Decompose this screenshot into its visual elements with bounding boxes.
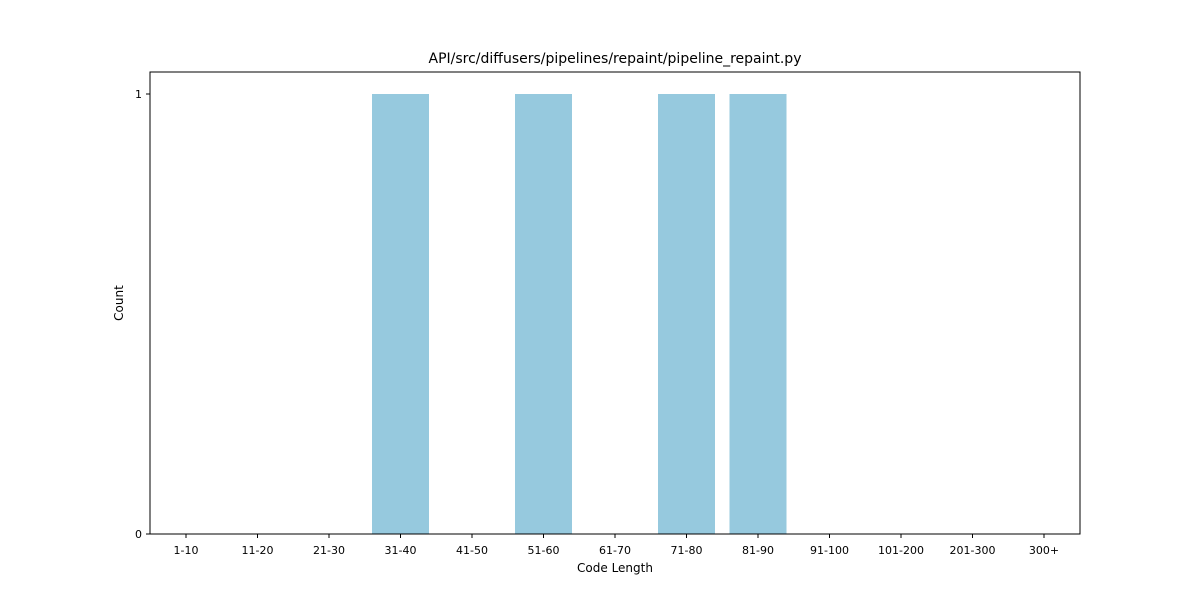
x-tick-label: 201-300 <box>950 544 996 557</box>
plot-frame <box>150 72 1080 534</box>
x-tick-label: 300+ <box>1029 544 1059 557</box>
x-tick-label: 71-80 <box>671 544 703 557</box>
y-axis-label: Count <box>112 285 126 321</box>
y-tick-label: 0 <box>135 528 142 541</box>
x-tick-label: 51-60 <box>528 544 560 557</box>
x-axis-ticks: 1-10 11-20 21-30 31-40 41-50 51-60 61-70 71-80 8… <box>174 534 1060 557</box>
x-tick-label: 1-10 <box>174 544 199 557</box>
x-tick-label: 61-70 <box>599 544 631 557</box>
x-tick-label: 91-100 <box>810 544 849 557</box>
bar-51-60 <box>515 94 572 534</box>
x-tick-label: 101-200 <box>878 544 924 557</box>
y-tick-label: 1 <box>135 88 142 101</box>
x-tick-label: 31-40 <box>385 544 417 557</box>
x-tick-label: 21-30 <box>313 544 345 557</box>
x-axis-label: Code Length <box>577 561 653 575</box>
x-tick-label: 11-20 <box>242 544 274 557</box>
bars-group <box>372 94 787 534</box>
bar-71-80 <box>658 94 715 534</box>
bar-81-90 <box>730 94 787 534</box>
chart-title: API/src/diffusers/pipelines/repaint/pipe… <box>429 51 802 67</box>
x-tick-label: 81-90 <box>742 544 774 557</box>
y-axis-ticks: 01 <box>135 88 150 541</box>
x-tick-label: 41-50 <box>456 544 488 557</box>
bar-31-40 <box>372 94 429 534</box>
